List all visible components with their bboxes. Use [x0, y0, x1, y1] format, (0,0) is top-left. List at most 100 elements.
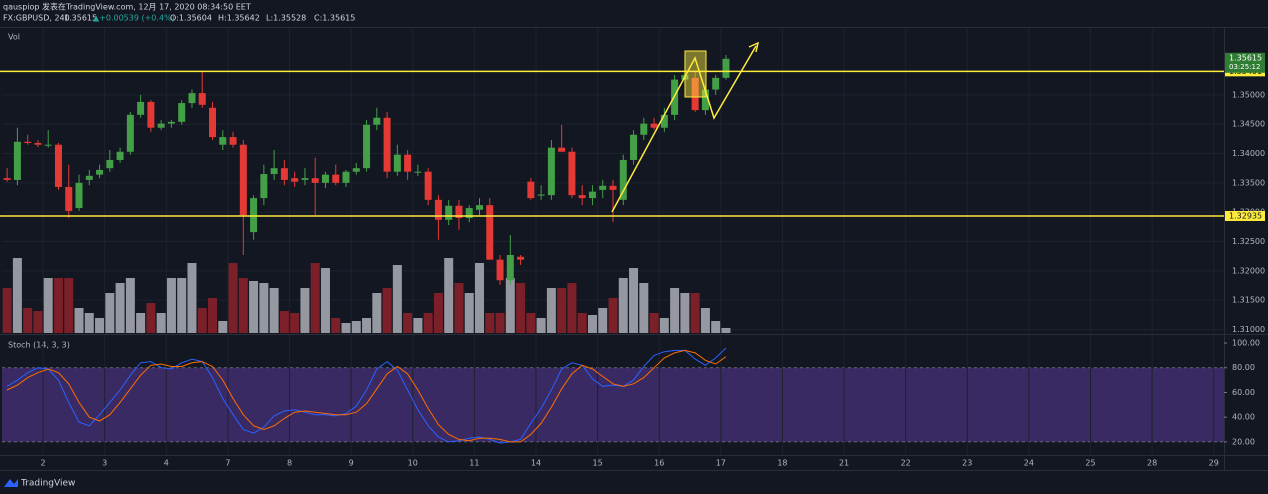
stoch-line — [6, 347, 727, 444]
volume-bar — [238, 278, 248, 333]
ohlc: L:1.35528 — [266, 14, 306, 23]
candle-body — [373, 117, 381, 125]
candle-body — [44, 144, 52, 146]
volume-bar — [95, 318, 105, 333]
volume-bar — [536, 318, 546, 333]
candle-body — [445, 205, 453, 220]
volume-bar — [84, 313, 94, 333]
x-tick-label: 17 — [716, 459, 726, 468]
footer: TradingView — [4, 479, 75, 489]
plot: 2 3 4 7 8 9 10 11 14 15 16 17 18 21 22 23 24 25 28 291.3100… — [0, 28, 1265, 468]
candle-body — [588, 191, 596, 199]
candle-body — [506, 254, 514, 281]
candle-body — [455, 205, 463, 219]
volume-bar — [320, 268, 330, 333]
candle-body — [229, 137, 237, 145]
volume-bar — [146, 303, 156, 333]
x-tick-label: 23 — [962, 459, 972, 468]
volume-bar — [413, 318, 423, 333]
volume-bar — [105, 293, 115, 333]
y-tick-label: 1.34000 — [1232, 149, 1265, 158]
volume-bar — [516, 283, 526, 333]
candle-body — [650, 123, 658, 128]
volume-bar — [187, 263, 197, 333]
volume-bar — [279, 311, 289, 333]
volume-bar — [403, 313, 413, 333]
volume-bar — [721, 328, 731, 333]
candle-body — [496, 259, 504, 281]
volume-bar — [341, 323, 351, 333]
candle-body — [321, 174, 329, 183]
candle-body — [640, 123, 648, 135]
candle-body — [260, 174, 268, 199]
volume-bar — [218, 321, 228, 333]
countdown: 03:25:12 — [1229, 63, 1260, 71]
candle-body — [209, 107, 217, 138]
volume-bar — [495, 313, 505, 333]
x-tick-label: 11 — [469, 459, 479, 468]
candle-body — [106, 159, 114, 169]
level-label: 1.32935 — [1229, 211, 1262, 220]
candle-body — [424, 171, 432, 200]
candle-body — [85, 175, 93, 180]
volume-bar — [700, 308, 710, 333]
volume-bar — [74, 308, 84, 333]
volume-bar — [2, 288, 12, 333]
stoch-label: Stoch (14, 3, 3) — [8, 341, 70, 350]
volume-bar — [382, 288, 392, 333]
candle-body — [188, 93, 196, 104]
candle-body — [599, 185, 607, 190]
volume-bar — [300, 288, 310, 333]
volume-bar — [166, 278, 176, 333]
y-tick-label: 1.35000 — [1232, 90, 1265, 99]
candle-body — [332, 174, 340, 183]
volume-bar — [680, 293, 690, 333]
volume-bar — [659, 318, 669, 333]
candle-body — [311, 178, 319, 183]
volume-bar — [423, 313, 433, 333]
candle-body — [414, 171, 422, 173]
candle-body — [619, 159, 627, 200]
candle-body — [198, 93, 206, 105]
pane-label: Vol — [8, 33, 20, 42]
candle-body — [13, 141, 21, 180]
x-tick-label: 2 — [41, 459, 46, 468]
candle-body — [393, 154, 401, 172]
y-tick-label: 100.00 — [1232, 339, 1260, 348]
candle-body — [301, 178, 309, 180]
trend-arrow — [611, 45, 757, 213]
candle-body — [517, 256, 525, 260]
candle-body — [722, 58, 730, 78]
brand: TradingView — [20, 479, 75, 489]
candle-body — [701, 89, 709, 111]
symbol: FX:GBPUSD, 240 — [3, 14, 70, 23]
volume-bar — [53, 278, 63, 333]
x-tick-label: 24 — [1024, 459, 1034, 468]
volume-bar — [485, 313, 495, 333]
volume-bar — [649, 313, 659, 333]
candle-body — [434, 199, 442, 220]
candle-body — [363, 124, 371, 169]
volume-bar — [629, 268, 639, 333]
candle-body — [219, 137, 227, 145]
volume-bar — [546, 288, 556, 333]
candle-body — [239, 144, 247, 216]
candle-body — [660, 114, 668, 128]
last: 1.35615 — [64, 14, 97, 23]
x-tick-label: 16 — [654, 459, 664, 468]
volume-bar — [577, 313, 587, 333]
candle-body — [178, 103, 186, 122]
x-tick-label: 3 — [102, 459, 107, 468]
annotations — [611, 41, 760, 213]
candle-body — [167, 121, 175, 124]
volume-bar — [23, 308, 33, 333]
candle-body — [342, 171, 350, 183]
level-tag — [1225, 210, 1265, 221]
logo — [4, 479, 18, 487]
candle-body — [280, 168, 288, 180]
y-tick-label: 1.31500 — [1232, 296, 1265, 305]
volume-bar — [33, 311, 43, 333]
candle-body — [126, 114, 134, 152]
y-tick-label: 1.32000 — [1232, 266, 1265, 275]
volume-bar — [125, 278, 135, 333]
